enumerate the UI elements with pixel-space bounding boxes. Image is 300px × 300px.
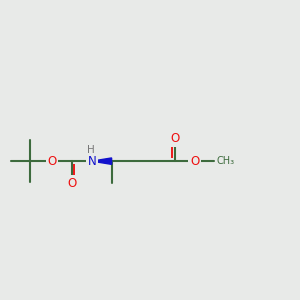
- Text: O: O: [68, 177, 76, 190]
- Text: N: N: [87, 154, 96, 168]
- Text: O: O: [47, 154, 57, 168]
- Polygon shape: [92, 158, 112, 164]
- Text: O: O: [190, 154, 199, 168]
- Text: CH₃: CH₃: [216, 156, 235, 166]
- Text: H: H: [87, 145, 94, 155]
- Text: O: O: [170, 132, 179, 146]
